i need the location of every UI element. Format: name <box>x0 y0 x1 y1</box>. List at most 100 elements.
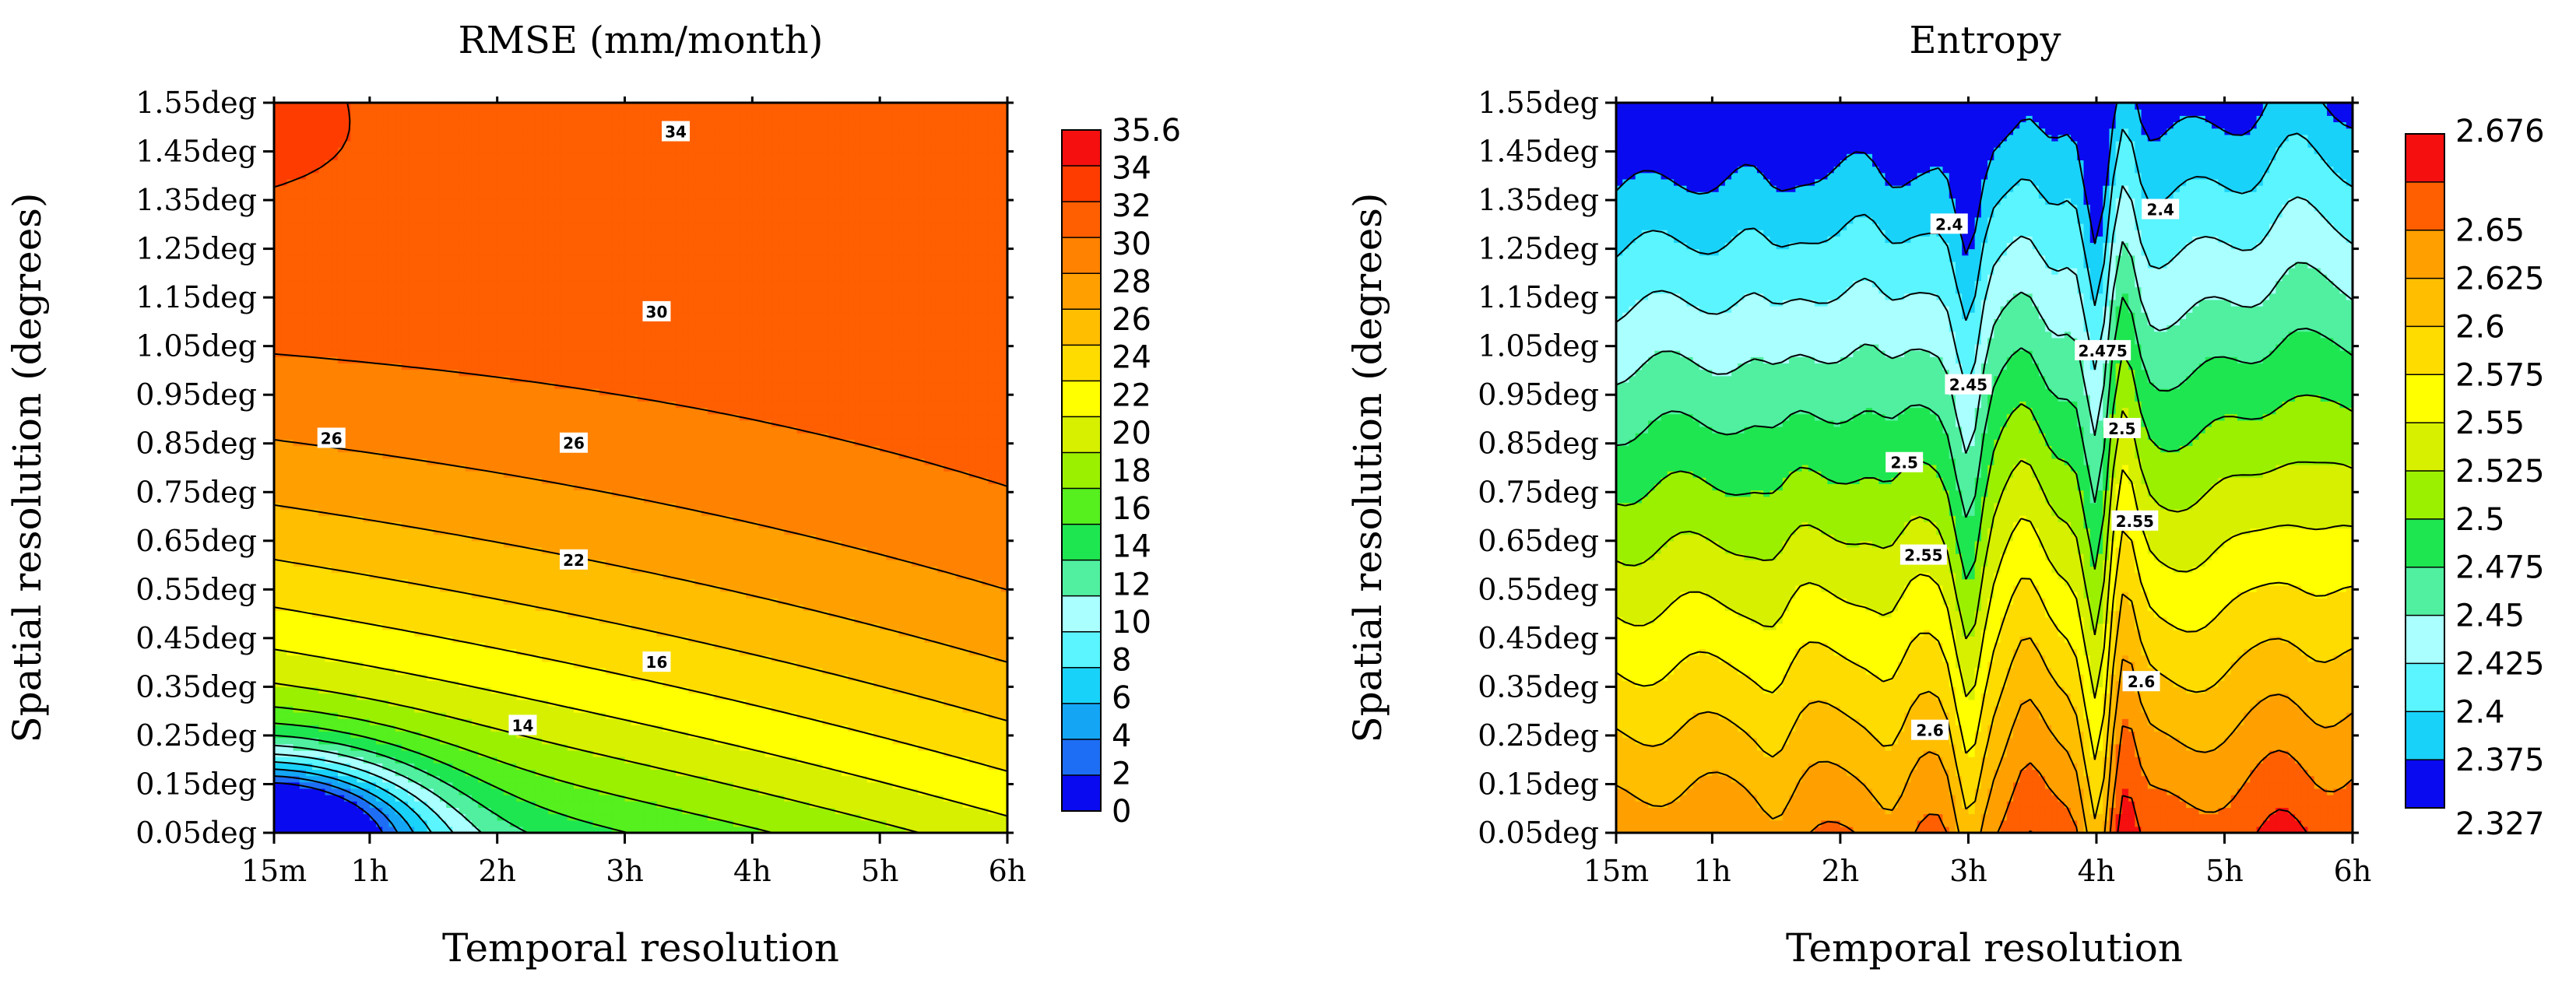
contour-cell <box>822 750 830 757</box>
contour-cell <box>898 592 906 599</box>
contour-cell <box>778 566 785 574</box>
contour-cell <box>848 566 856 574</box>
contour-cell <box>586 826 594 833</box>
contour-cell <box>892 813 900 821</box>
contour-cell <box>854 636 862 643</box>
contour-cell <box>669 705 677 713</box>
contour-cell <box>573 655 581 662</box>
contour-cell <box>739 655 747 662</box>
contour-cell <box>376 585 383 592</box>
contour-cell <box>497 572 504 580</box>
contour-cell <box>758 629 766 637</box>
contour-cell <box>312 693 319 700</box>
contour-cell <box>937 566 944 574</box>
contour-cell <box>892 585 900 592</box>
contour-cell <box>714 807 721 815</box>
contour-cell <box>510 775 517 783</box>
contour-cell <box>286 801 294 808</box>
contour-cell <box>701 807 708 815</box>
contour-cell <box>778 629 785 637</box>
contour-cell <box>542 826 549 833</box>
contour-cell <box>708 592 715 599</box>
contour-cell <box>880 667 887 675</box>
contour-cell <box>624 616 632 624</box>
contour-cell <box>363 560 371 567</box>
contour-cell <box>720 795 728 802</box>
contour-cell <box>694 826 702 833</box>
contour-cell <box>325 623 332 630</box>
contour-cell <box>784 674 792 681</box>
contour-cell <box>790 578 798 586</box>
contour-cell <box>866 686 874 694</box>
contour-cell <box>758 686 766 694</box>
contour-cell <box>548 775 556 783</box>
contour-cell <box>752 680 760 687</box>
contour-cell <box>937 648 944 656</box>
contour-cell <box>944 680 951 687</box>
contour-cell <box>892 572 900 580</box>
contour-cell <box>318 763 326 771</box>
contour-cell <box>401 572 409 580</box>
contour-cell <box>784 680 792 687</box>
contour-cell <box>956 769 964 777</box>
contour-cell <box>650 636 658 643</box>
contour-cell <box>771 585 778 592</box>
contour-cell <box>280 686 287 694</box>
contour-cell <box>637 820 645 827</box>
contour-cell <box>548 629 556 637</box>
contour-cell <box>548 750 556 757</box>
contour-cell <box>471 610 479 618</box>
contour-cell <box>395 763 402 771</box>
contour-cell <box>369 610 377 618</box>
contour-cell <box>764 718 772 725</box>
contour-cell <box>274 592 281 599</box>
contour-cell <box>726 750 734 757</box>
contour-cell <box>554 705 562 713</box>
contour-cell <box>860 757 868 764</box>
contour-cell <box>376 629 383 637</box>
contour-cell <box>516 769 524 777</box>
contour-cell <box>880 560 887 567</box>
contour-cell <box>662 686 670 694</box>
contour-cell <box>497 737 504 745</box>
contour-cell <box>478 572 485 580</box>
contour-cell <box>898 661 906 669</box>
contour-cell <box>484 566 492 574</box>
contour-cell <box>669 743 677 751</box>
contour-cell <box>982 699 989 707</box>
contour-cell <box>280 610 287 618</box>
contour-cell <box>650 795 658 802</box>
contour-cell <box>357 712 364 719</box>
contour-cell <box>866 578 874 586</box>
contour-cell <box>344 585 351 592</box>
contour-cell <box>924 598 932 605</box>
contour-cell <box>529 623 536 630</box>
contour-cell <box>433 616 441 624</box>
contour-cell <box>299 585 307 592</box>
contour-cell <box>912 598 919 605</box>
contour-cell <box>624 674 632 681</box>
contour-cell <box>842 661 849 669</box>
contour-cell <box>305 553 313 560</box>
contour-cell <box>548 560 556 567</box>
contour-cell <box>822 813 830 821</box>
contour-cell <box>427 598 434 605</box>
contour-cell <box>656 795 664 802</box>
contour-cell <box>662 731 670 739</box>
contour-cell <box>784 763 792 771</box>
contour-cell <box>822 743 830 751</box>
contour-cell <box>835 826 842 833</box>
contour-cell <box>937 712 944 719</box>
contour-cell <box>873 629 880 637</box>
contour-cell <box>586 705 594 713</box>
contour-cell <box>803 578 810 586</box>
contour-cell <box>816 801 824 808</box>
contour-cell <box>471 598 479 605</box>
contour-cell <box>471 572 479 580</box>
contour-cell <box>567 674 575 681</box>
contour-cell <box>975 655 982 662</box>
contour-cell <box>631 629 638 637</box>
contour-cell <box>427 813 434 821</box>
contour-cell <box>624 629 632 637</box>
contour-cell <box>752 693 760 700</box>
